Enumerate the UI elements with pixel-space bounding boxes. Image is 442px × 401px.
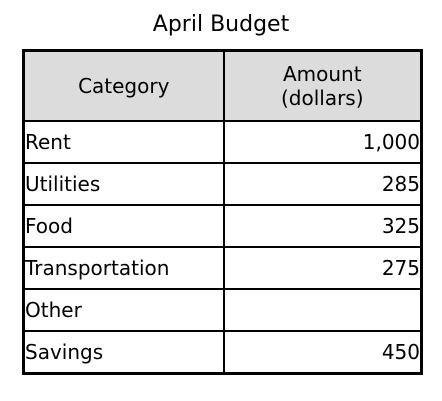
category-cell: Other xyxy=(22,288,225,332)
amount-header-line1: Amount xyxy=(282,62,362,86)
category-cell: Savings xyxy=(22,330,225,375)
table-row: Utilities 285 xyxy=(22,162,423,206)
amount-header-line2: (dollars) xyxy=(280,86,364,110)
category-cell: Utilities xyxy=(22,162,225,206)
table-row: Savings 450 xyxy=(22,330,423,375)
table-row: Other xyxy=(22,288,423,332)
amount-cell: 1,000 xyxy=(222,120,423,164)
page-title: April Budget xyxy=(152,12,290,37)
category-column-header: Category xyxy=(22,49,225,122)
amount-cell xyxy=(222,288,423,332)
table-row: Food 325 xyxy=(22,204,423,248)
amount-cell: 450 xyxy=(222,330,423,375)
table-header-row: Category Amount (dollars) xyxy=(22,49,423,122)
category-cell: Transportation xyxy=(22,246,225,290)
table-row: Rent 1,000 xyxy=(22,120,423,164)
category-cell: Food xyxy=(22,204,225,248)
amount-column-header: Amount (dollars) xyxy=(222,49,423,122)
amount-cell: 275 xyxy=(222,246,423,290)
category-cell: Rent xyxy=(22,120,225,164)
amount-cell: 325 xyxy=(222,204,423,248)
amount-cell: 285 xyxy=(222,162,423,206)
table-row: Transportation 275 xyxy=(22,246,423,290)
budget-table: Category Amount (dollars) Rent 1,000 Uti… xyxy=(22,49,423,375)
